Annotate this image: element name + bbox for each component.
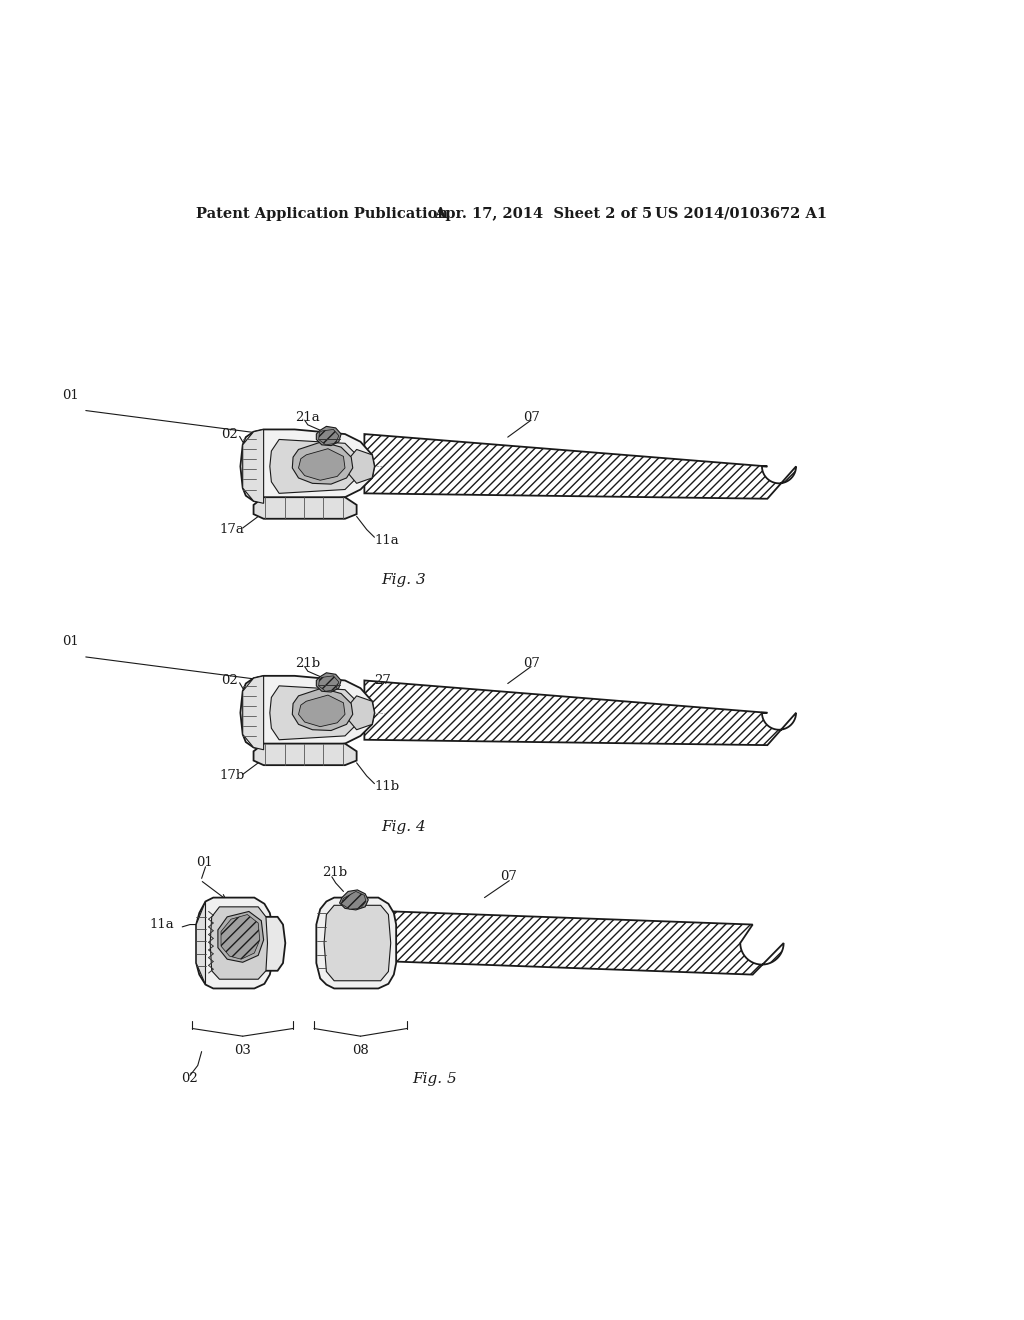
Polygon shape xyxy=(270,686,360,739)
Text: 17b: 17b xyxy=(219,770,245,783)
Text: 08: 08 xyxy=(352,1044,369,1056)
Text: 21b: 21b xyxy=(295,657,319,671)
Polygon shape xyxy=(347,449,375,483)
Polygon shape xyxy=(221,915,260,960)
Text: 27: 27 xyxy=(375,675,391,686)
Text: 01: 01 xyxy=(197,857,213,870)
Text: Patent Application Publication: Patent Application Publication xyxy=(197,207,449,220)
Polygon shape xyxy=(299,696,345,726)
Text: 07: 07 xyxy=(523,411,540,424)
Text: 11a: 11a xyxy=(375,533,399,546)
Polygon shape xyxy=(340,890,369,909)
Text: Fig. 4: Fig. 4 xyxy=(381,820,426,834)
Text: Fig. 3: Fig. 3 xyxy=(381,573,426,587)
Polygon shape xyxy=(197,902,206,985)
Polygon shape xyxy=(254,743,356,766)
Text: 02: 02 xyxy=(221,675,238,686)
Polygon shape xyxy=(243,429,263,503)
Polygon shape xyxy=(316,898,396,989)
Text: 01: 01 xyxy=(62,389,79,403)
Polygon shape xyxy=(341,891,366,909)
Text: 11b: 11b xyxy=(375,780,399,793)
Text: 07: 07 xyxy=(500,870,517,883)
Text: US 2014/0103672 A1: US 2014/0103672 A1 xyxy=(655,207,827,220)
Polygon shape xyxy=(316,673,341,692)
Polygon shape xyxy=(365,434,796,499)
Polygon shape xyxy=(241,676,375,750)
Polygon shape xyxy=(365,681,796,744)
Polygon shape xyxy=(270,440,360,494)
Polygon shape xyxy=(299,449,345,480)
Polygon shape xyxy=(347,696,375,730)
Text: 17a: 17a xyxy=(219,523,245,536)
Polygon shape xyxy=(197,898,272,989)
Polygon shape xyxy=(292,442,352,484)
Polygon shape xyxy=(241,429,375,503)
Polygon shape xyxy=(243,676,263,750)
Text: 07: 07 xyxy=(523,657,540,671)
Text: 21a: 21a xyxy=(295,411,319,424)
Text: Fig. 5: Fig. 5 xyxy=(412,1072,457,1085)
Polygon shape xyxy=(316,426,341,446)
Polygon shape xyxy=(218,911,263,962)
Polygon shape xyxy=(318,429,339,445)
Text: Apr. 17, 2014  Sheet 2 of 5: Apr. 17, 2014 Sheet 2 of 5 xyxy=(434,207,652,220)
Text: 02: 02 xyxy=(180,1072,198,1085)
Text: 03: 03 xyxy=(234,1044,251,1056)
Polygon shape xyxy=(264,917,286,970)
Polygon shape xyxy=(292,688,352,730)
Polygon shape xyxy=(318,676,339,692)
Polygon shape xyxy=(210,907,267,979)
Polygon shape xyxy=(324,906,391,981)
Polygon shape xyxy=(394,911,783,974)
Text: 21b: 21b xyxy=(322,866,347,879)
Text: 11a: 11a xyxy=(150,917,174,931)
Text: 01: 01 xyxy=(62,635,79,648)
Polygon shape xyxy=(254,498,356,519)
Text: 02: 02 xyxy=(221,428,238,441)
